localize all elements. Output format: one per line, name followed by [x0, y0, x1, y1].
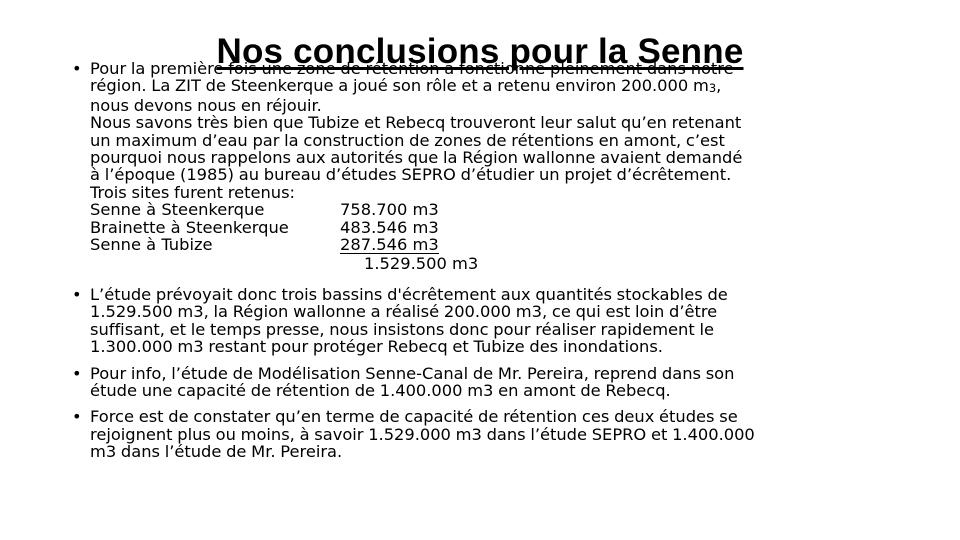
- bullet4-line1: Force est de constater qu’en terme de ca…: [90, 407, 738, 427]
- site-name-2: Brainette à Steenkerque: [90, 217, 289, 237]
- bullet-paragraph-4: • Force est de constater qu’en terme de …: [66, 408, 896, 460]
- bullet4-line3: m3 dans l’étude de Mr. Pereira.: [90, 442, 343, 462]
- slide-title: Nos conclusions pour la Senne: [0, 31, 960, 73]
- site-amount-3: 287.546 m3: [340, 235, 439, 255]
- bullet-paragraph-1: • Pour la première fois une zone de réte…: [66, 60, 896, 201]
- site-name-3: Senne à Tubize: [90, 235, 213, 255]
- bullet-paragraph-3: • Pour info, l’étude de Modélisation Sen…: [66, 363, 896, 400]
- bullet1-line2-b: ,: [716, 76, 722, 96]
- sites-row-1: Senne à Steenkerque 758.700 m3: [90, 200, 896, 220]
- bullet1-line5: un maximum d’eau par la construction de …: [90, 130, 725, 150]
- sites-row-2: Brainette à Steenkerque 483.546 m3: [90, 217, 896, 237]
- slide-title-text: Nos conclusions pour la Senne: [216, 32, 744, 72]
- bullet1-line4: Nous savons très bien que Tubize et Rebe…: [90, 113, 742, 133]
- bullet-paragraph-2: • L’étude prévoyait donc trois bassins d…: [66, 284, 896, 357]
- slide-body: • Pour la première fois une zone de réte…: [66, 60, 896, 461]
- sites-list: Senne à Steenkerque 758.700 m3 Brainette …: [66, 201, 896, 273]
- sites-total-row: 1.529.500 m3: [90, 254, 896, 272]
- bullet-glyph-icon: •: [72, 284, 82, 304]
- bullet4-line2: rejoignent plus ou moins, à savoir 1.529…: [90, 424, 755, 444]
- bullet2-line3: suffisant, et le temps presse, nous insi…: [90, 319, 714, 339]
- bullet2-line4: 1.300.000 m3 restant pour protéger Rebec…: [90, 337, 663, 357]
- bullet1-line1: Pour la première fois une zone de rétent…: [90, 59, 734, 78]
- bullet1-line2-subscript: 3: [708, 81, 717, 96]
- site-amount-1: 758.700 m3: [340, 200, 439, 220]
- bullet3-line1: Pour info, l’étude de Modélisation Senne…: [90, 363, 735, 383]
- site-amount-2: 483.546 m3: [340, 217, 439, 237]
- sites-row-3: Senne à Tubize 287.546 m3: [90, 235, 896, 255]
- sites-total-amount: 1.529.500 m3: [364, 254, 479, 274]
- bullet1-line3: nous devons nous en réjouir.: [90, 95, 322, 115]
- bullet3-line2: étude une capacité de rétention de 1.400…: [90, 380, 671, 400]
- bullet2-line1: L’étude prévoyait donc trois bassins d'é…: [90, 284, 728, 304]
- bullet-glyph-icon: •: [72, 59, 82, 78]
- bullet1-line6: pourquoi nous rappelons aux autorités qu…: [90, 148, 743, 168]
- bullet-glyph-icon: •: [72, 363, 82, 383]
- bullet1-line7: à l’époque (1985) au bureau d’études SEP…: [90, 165, 732, 185]
- bullet-glyph-icon: •: [72, 407, 82, 427]
- site-name-1: Senne à Steenkerque: [90, 200, 265, 220]
- bullet2-line2: 1.529.500 m3, la Région wallonne a réali…: [90, 302, 718, 322]
- bullet1-line2-a: région. La ZIT de Steenkerque a joué son…: [90, 76, 709, 96]
- bullet1-line8: Trois sites furent retenus:: [90, 182, 295, 202]
